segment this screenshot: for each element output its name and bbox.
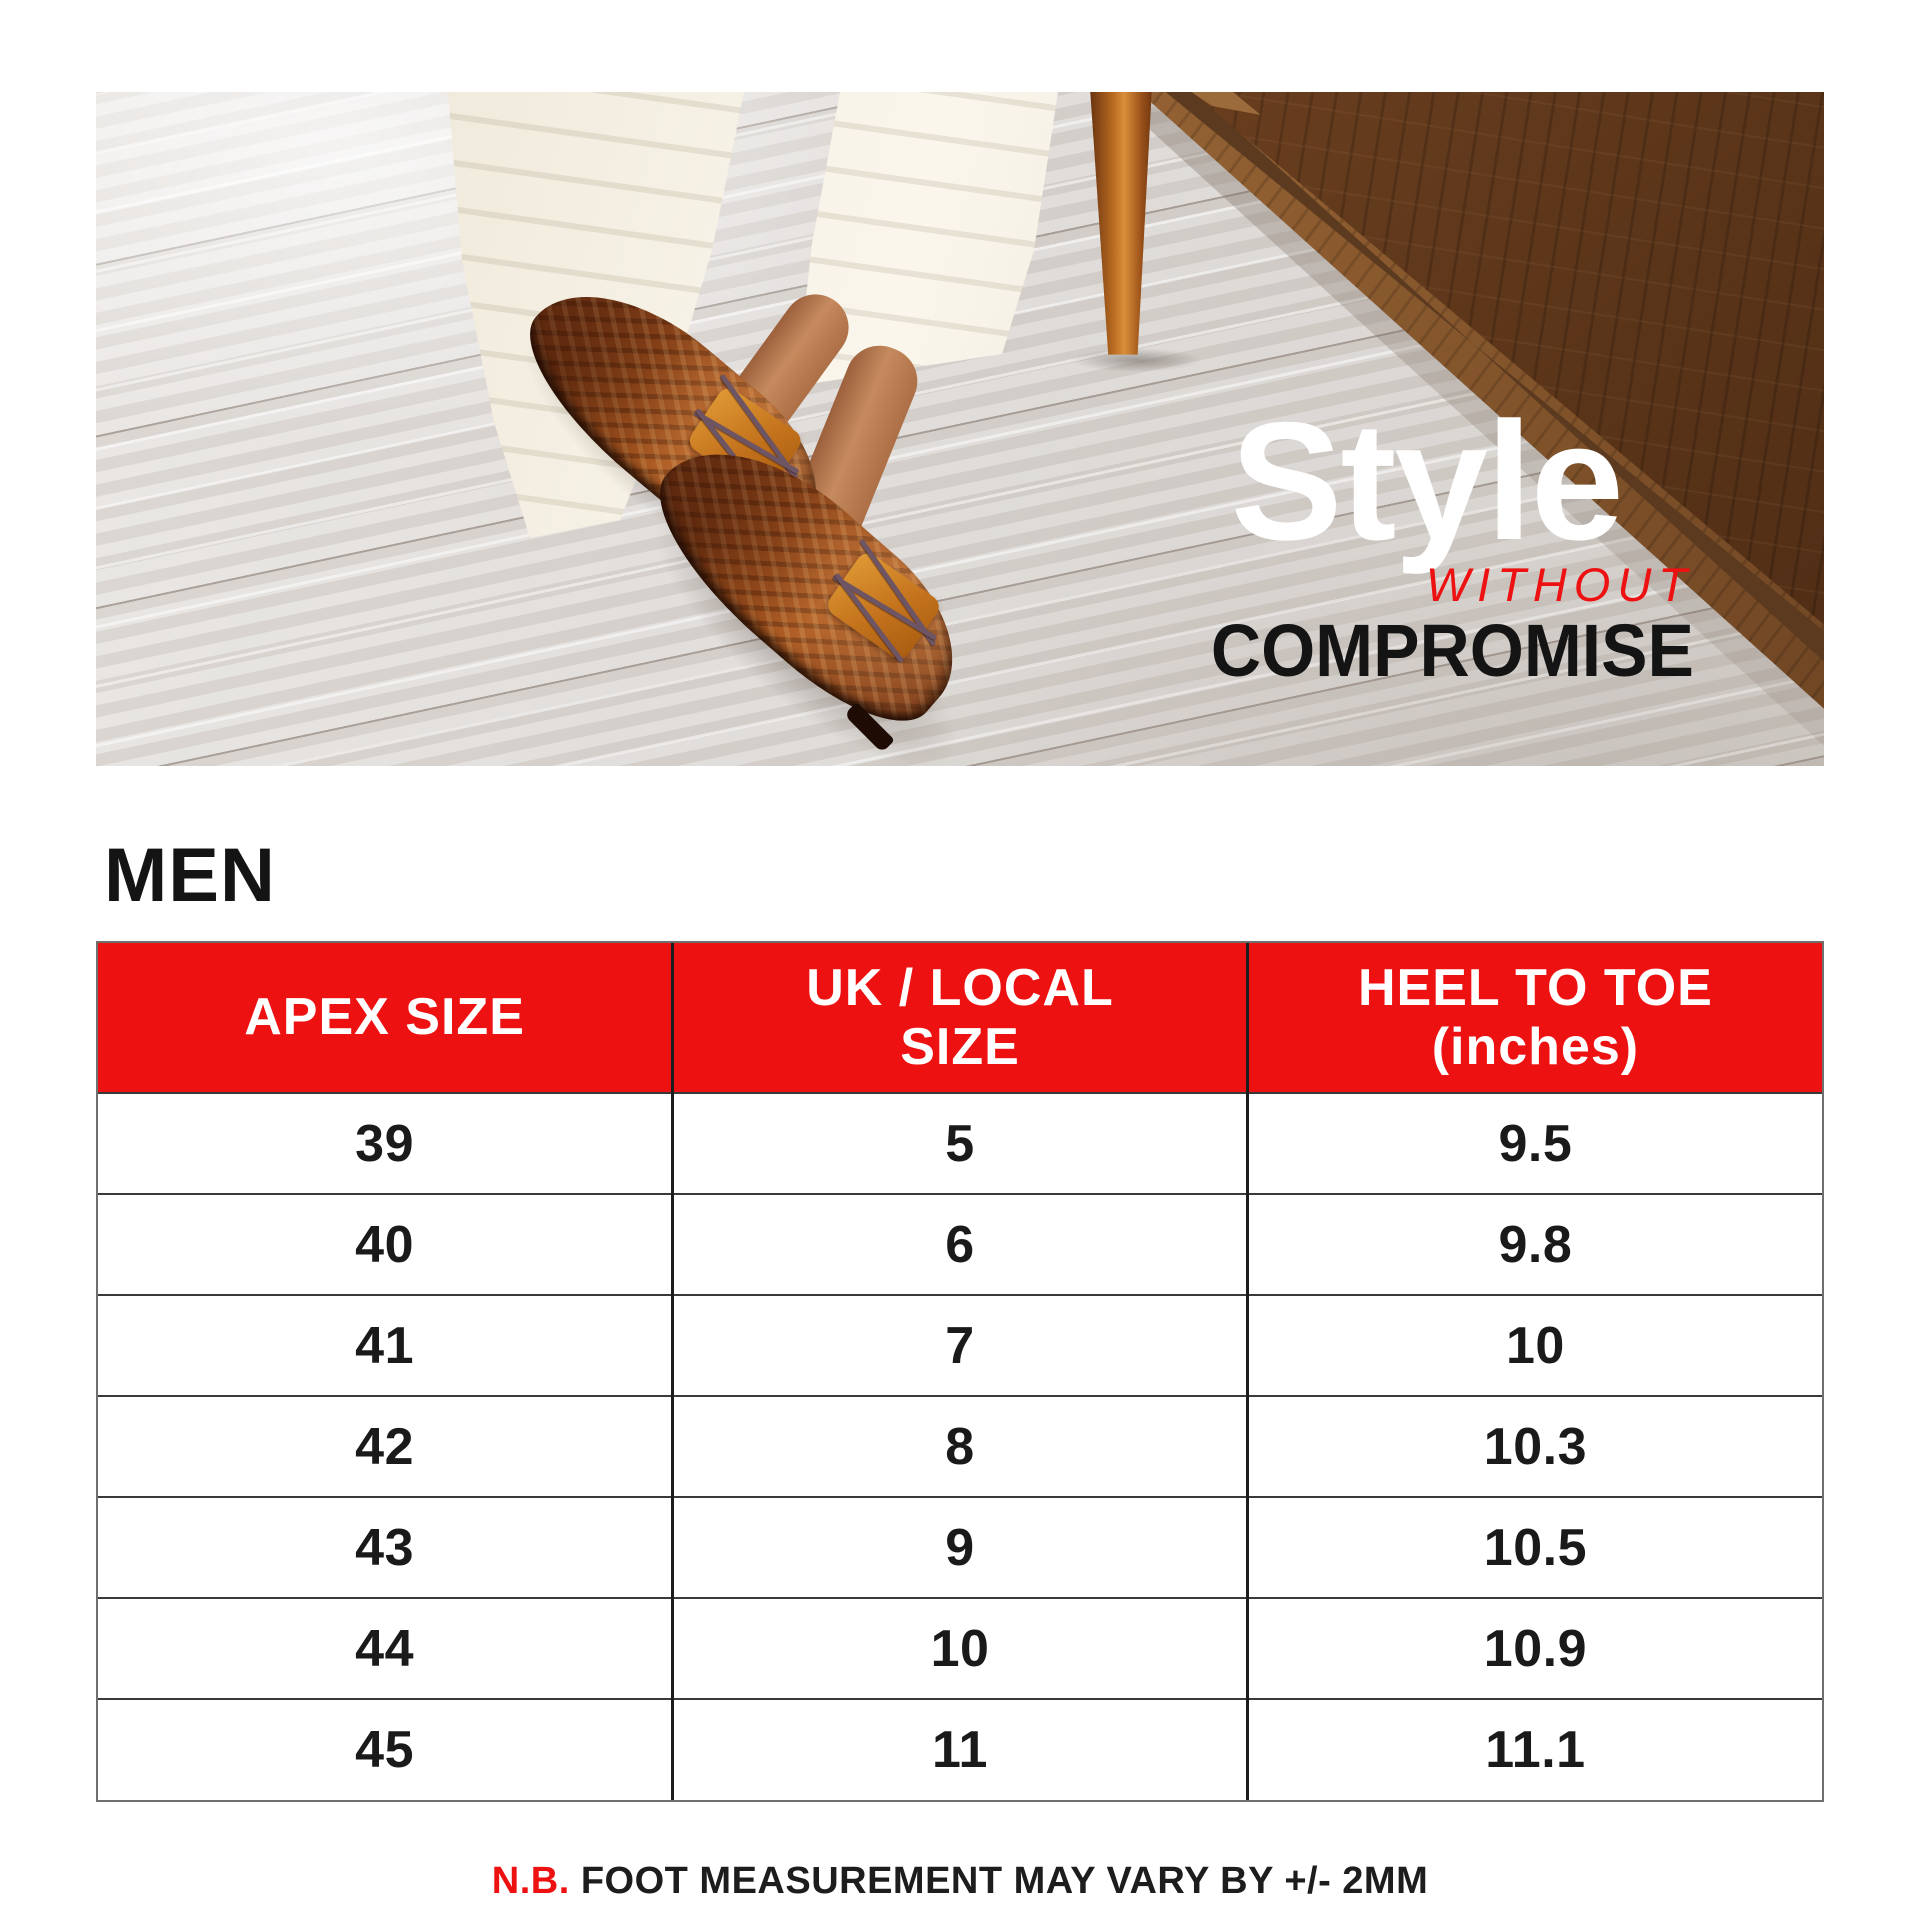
column-header-uk-local-size: UK / LOCAL SIZE (671, 943, 1248, 1093)
header-line: HEEL TO TOE (1357, 959, 1713, 1018)
table-row: 44 10 10.9 (98, 1597, 1822, 1699)
size-table-header: APEX SIZE UK / LOCAL SIZE HEEL TO TOE (inc… (98, 943, 1822, 1093)
header-line: (inches) (1431, 1017, 1640, 1076)
cell-heel-to-toe: 9.5 (1245, 1092, 1822, 1194)
cell-heel-to-toe: 11.1 (1245, 1698, 1822, 1800)
cell-heel-to-toe: 9.8 (1245, 1193, 1822, 1295)
size-table-body: 39 5 9.5 40 6 9.8 41 7 10 42 8 10.3 (98, 1092, 1822, 1800)
cell-heel-to-toe: 10.3 (1245, 1395, 1822, 1497)
cell-heel-to-toe: 10 (1245, 1294, 1822, 1396)
tagline-compromise: COMPROMISE (1210, 608, 1694, 692)
cell-apex-size: 41 (98, 1294, 673, 1396)
cell-apex-size: 43 (98, 1496, 673, 1598)
header-row: APEX SIZE UK / LOCAL SIZE HEEL TO TOE (inc… (98, 943, 1822, 1093)
table-row: 41 7 10 (98, 1294, 1822, 1396)
header-line: UK / LOCAL (806, 959, 1114, 1018)
size-table: APEX SIZE UK / LOCAL SIZE HEEL TO TOE (inc… (98, 943, 1822, 1800)
cell-apex-size: 42 (98, 1395, 673, 1497)
cell-apex-size: 45 (98, 1698, 673, 1800)
cell-heel-to-toe: 10.5 (1245, 1496, 1822, 1598)
cell-uk-size: 5 (671, 1092, 1248, 1194)
table-row: 40 6 9.8 (98, 1193, 1822, 1295)
table-row: 39 5 9.5 (98, 1092, 1822, 1194)
column-header-heel-to-toe: HEEL TO TOE (inches) (1245, 943, 1822, 1093)
cell-uk-size: 11 (671, 1698, 1248, 1800)
cell-uk-size: 7 (671, 1294, 1248, 1396)
footnote-nb-prefix: N.B. (491, 1860, 570, 1902)
header-line: APEX SIZE (244, 988, 525, 1047)
measurement-footnote: N.B. FOOT MEASUREMENT MAY VARY BY +/- 2M… (0, 1860, 1920, 1903)
cell-apex-size: 44 (98, 1597, 673, 1699)
header-line: SIZE (900, 1017, 1020, 1076)
section-title-men: MEN (104, 833, 276, 918)
cell-heel-to-toe: 10.9 (1245, 1597, 1822, 1699)
column-header-apex-size: APEX SIZE (98, 943, 673, 1093)
hero-tagline: Style WITHOUT COMPROMISE (1180, 387, 1694, 692)
cell-apex-size: 39 (98, 1092, 673, 1194)
cell-uk-size: 9 (671, 1496, 1248, 1598)
tagline-without: WITHOUT (1425, 557, 1694, 611)
tagline-style: Style (1230, 387, 1624, 575)
table-row: 45 11 11.1 (98, 1698, 1822, 1800)
table-row: 42 8 10.3 (98, 1395, 1822, 1497)
cell-uk-size: 8 (671, 1395, 1248, 1497)
footnote-text: FOOT MEASUREMENT MAY VARY BY +/- 2MM (580, 1860, 1429, 1902)
size-table-container: APEX SIZE UK / LOCAL SIZE HEEL TO TOE (inc… (96, 941, 1824, 1802)
size-chart-page: Style WITHOUT COMPROMISE MEN APEX SIZE U… (0, 92, 1920, 1920)
cell-uk-size: 6 (671, 1193, 1248, 1295)
hero-photo: Style WITHOUT COMPROMISE (96, 92, 1824, 766)
cell-apex-size: 40 (98, 1193, 673, 1295)
table-row: 43 9 10.5 (98, 1496, 1822, 1598)
cell-uk-size: 10 (671, 1597, 1248, 1699)
